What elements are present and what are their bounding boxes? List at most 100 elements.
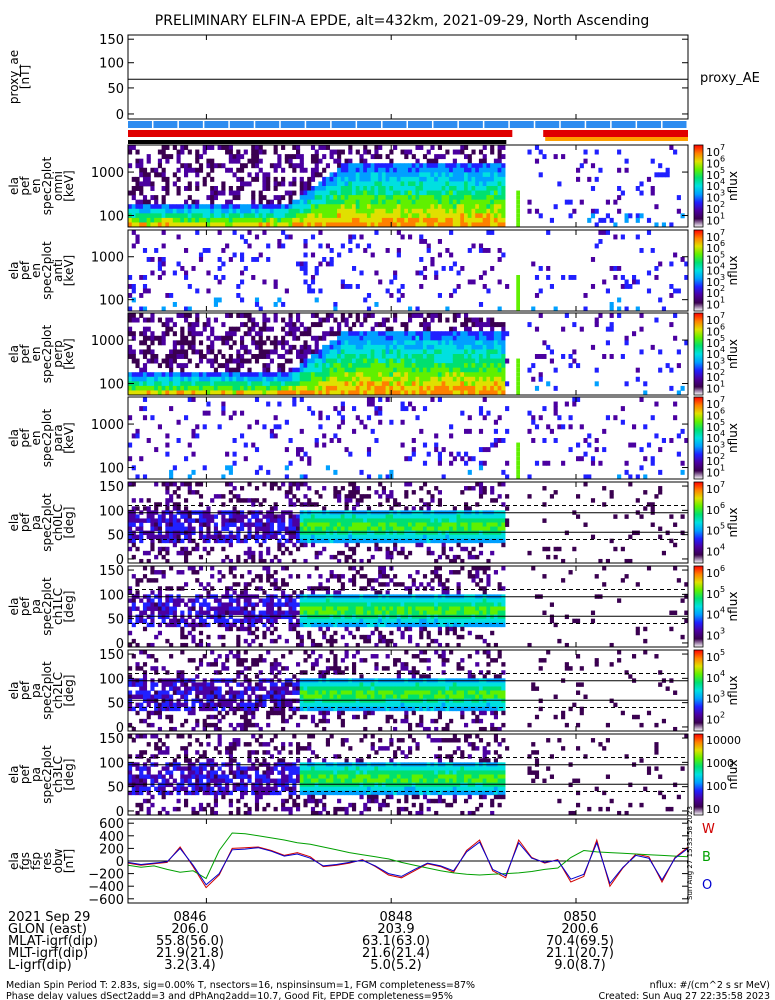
spectrogram-cell bbox=[482, 270, 487, 276]
spectrogram-cell bbox=[613, 415, 618, 421]
spectrogram-cell bbox=[210, 176, 215, 182]
spectrogram-cell bbox=[299, 208, 304, 214]
spectrogram-cell bbox=[445, 163, 450, 169]
spectrogram-cell bbox=[236, 372, 241, 378]
spectrogram-cell bbox=[482, 204, 487, 210]
spectrogram-cell bbox=[493, 322, 498, 328]
spectrogram-cell bbox=[340, 406, 345, 412]
spectrogram-cell bbox=[146, 176, 151, 182]
spectrogram-cell bbox=[161, 145, 166, 150]
spectrogram-cell bbox=[628, 213, 633, 219]
spectrogram-cell bbox=[639, 213, 644, 219]
spectrogram-cell bbox=[340, 367, 345, 373]
spectrogram-cell bbox=[157, 514, 162, 519]
panel-frame bbox=[127, 481, 689, 564]
spectrogram-cell bbox=[314, 163, 319, 169]
spectrogram-cell bbox=[187, 326, 192, 332]
spectrogram-cell bbox=[669, 145, 674, 150]
spectrogram-cell bbox=[191, 546, 196, 552]
spectrogram-cell bbox=[355, 181, 360, 187]
spectrogram-cell bbox=[191, 606, 196, 611]
spectrogram-cell bbox=[378, 190, 383, 196]
spectrogram-cell bbox=[609, 306, 614, 312]
spectrogram-cell bbox=[266, 385, 271, 391]
spectrogram-cell bbox=[139, 190, 144, 196]
spectrogram-cell bbox=[490, 163, 495, 169]
spectrogram-cell bbox=[400, 372, 405, 378]
spectrogram-cell bbox=[299, 176, 304, 182]
spectrogram-cell bbox=[400, 222, 405, 228]
spectrogram-cell bbox=[191, 518, 196, 523]
spectrogram-cell bbox=[426, 172, 431, 178]
spectrogram-cell bbox=[359, 363, 364, 369]
spectrogram-cell bbox=[243, 514, 248, 519]
spectrogram-cell bbox=[128, 208, 133, 214]
spectrogram-cell bbox=[449, 181, 454, 187]
spectrogram-cell bbox=[333, 306, 338, 312]
spectrogram-cell bbox=[228, 335, 233, 341]
orbit-bar bbox=[545, 137, 688, 141]
spectrogram-cell bbox=[385, 534, 390, 540]
spectrogram-cell bbox=[352, 550, 357, 556]
spectrogram-cell bbox=[490, 526, 495, 531]
spectrogram-cell bbox=[419, 486, 424, 491]
spectrogram-cell bbox=[157, 372, 162, 378]
spectrogram-cell bbox=[150, 372, 155, 378]
spectrogram-cell bbox=[475, 376, 480, 382]
spectrogram-cell bbox=[157, 340, 162, 346]
spectrogram-cell bbox=[460, 514, 465, 519]
spectrogram-cell bbox=[449, 376, 454, 382]
spectrogram-cell bbox=[187, 518, 192, 523]
spectrogram-cell bbox=[240, 522, 245, 527]
spectrogram-cell bbox=[299, 372, 304, 378]
spectrogram-cell bbox=[363, 530, 368, 536]
spectrogram-cell bbox=[254, 176, 260, 182]
spectrogram-cell bbox=[396, 534, 401, 540]
spectrogram-cell bbox=[658, 490, 663, 495]
spectrogram-cell bbox=[348, 186, 353, 191]
spectrogram-cell bbox=[154, 172, 159, 178]
spectrogram-cell bbox=[191, 566, 196, 571]
spectrogram-cell bbox=[146, 381, 151, 387]
spectrogram-cell bbox=[400, 172, 405, 178]
spectrogram-cell bbox=[490, 381, 495, 387]
spectrogram-cell bbox=[486, 558, 491, 564]
spectrogram-cell bbox=[191, 326, 196, 332]
spectrogram-cell bbox=[411, 204, 416, 210]
spectrogram-cell bbox=[221, 534, 226, 540]
spectrogram-cell bbox=[475, 317, 480, 323]
spectrogram-cell bbox=[396, 199, 401, 205]
spectrogram-cell bbox=[281, 367, 286, 373]
spectrogram-cell bbox=[273, 208, 278, 214]
spectrogram-cell bbox=[318, 204, 323, 210]
spectrogram-cell bbox=[303, 243, 308, 249]
spectrogram-cell bbox=[482, 172, 487, 178]
spectrogram-cell bbox=[635, 367, 640, 373]
spectrogram-cell bbox=[378, 349, 383, 355]
spectrogram-cell bbox=[366, 204, 372, 210]
spectrogram-cell bbox=[445, 217, 450, 223]
spectrogram-cell bbox=[381, 518, 386, 523]
spectrogram-cell bbox=[355, 381, 360, 387]
colorbar-exponent: 3 bbox=[720, 273, 725, 282]
spectrogram-cell bbox=[228, 490, 233, 495]
spectrogram-cell bbox=[154, 522, 159, 527]
spectrogram-cell bbox=[191, 266, 196, 271]
spectrogram-cell bbox=[333, 190, 338, 196]
spectrogram-cell bbox=[385, 530, 390, 536]
spectrogram-cell bbox=[449, 354, 454, 359]
spectrogram-cell bbox=[198, 530, 204, 536]
spectrogram-cell bbox=[464, 372, 469, 378]
spectrogram-cell bbox=[408, 526, 413, 531]
spectrogram-cell bbox=[273, 340, 278, 346]
spectrogram-cell bbox=[501, 358, 506, 364]
spectrogram-cell bbox=[296, 261, 301, 267]
spectrogram-cell bbox=[501, 526, 506, 531]
spectrogram-cell bbox=[374, 331, 379, 337]
spectrogram-cell bbox=[478, 538, 484, 544]
spectrogram-cell bbox=[292, 326, 297, 332]
spectrogram-cell bbox=[363, 424, 368, 430]
spectrogram-cell bbox=[527, 494, 532, 499]
spectrogram-cell bbox=[482, 530, 487, 536]
spectrogram-cell bbox=[352, 349, 357, 355]
